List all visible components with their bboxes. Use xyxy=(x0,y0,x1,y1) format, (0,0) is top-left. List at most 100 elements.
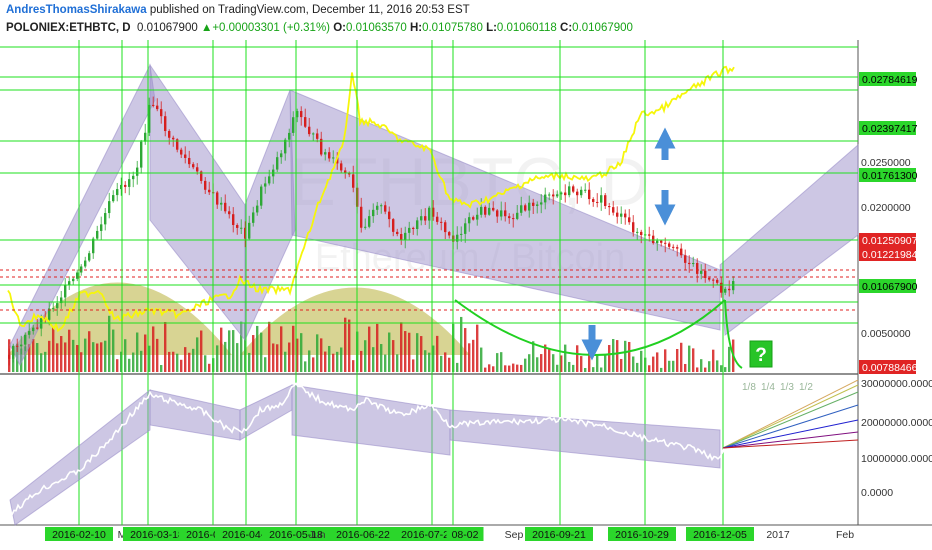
volume-bar xyxy=(600,367,603,372)
candle-body xyxy=(700,270,703,274)
date-tag xyxy=(525,527,593,541)
volume-bar xyxy=(104,340,107,372)
volume-bar xyxy=(652,356,655,372)
volume-bar xyxy=(184,347,187,372)
date-tag xyxy=(608,527,676,541)
candle-body xyxy=(16,345,19,347)
candle-body xyxy=(400,234,403,240)
volume-bar xyxy=(328,345,331,372)
candle-body xyxy=(660,240,663,243)
volume-bar xyxy=(88,331,91,372)
candle-body xyxy=(140,141,143,168)
price-level-label: 0.01221984 xyxy=(862,249,918,261)
candle-body xyxy=(508,216,511,219)
candle-body xyxy=(584,189,587,191)
fib-fan-line xyxy=(722,431,859,449)
date-label: 2016-05-18 xyxy=(269,529,323,541)
volume-bar xyxy=(360,350,363,372)
volume-bar xyxy=(44,351,47,372)
low-value: 0.01060118 xyxy=(496,22,557,34)
volume-bar xyxy=(620,358,623,372)
volume-bar xyxy=(188,352,191,372)
candle-body xyxy=(8,355,11,359)
volume-bar xyxy=(432,345,435,372)
volume-bar xyxy=(140,350,143,372)
volume-bar xyxy=(236,343,239,372)
volume-bar xyxy=(668,360,671,372)
volume-bar xyxy=(32,339,35,372)
volume-bar xyxy=(304,361,307,372)
volume-bar xyxy=(524,358,527,372)
volume-bar xyxy=(440,355,443,372)
volume-bar xyxy=(428,352,431,372)
high-value: 0.01075780 xyxy=(422,22,483,34)
volume-bar xyxy=(604,355,607,372)
candle-body xyxy=(388,211,391,220)
date-tag xyxy=(262,527,330,541)
lower-axis-label: 30000000.0000 xyxy=(861,378,932,390)
price-level-tag xyxy=(859,72,916,86)
candle-body xyxy=(712,279,715,281)
candle-body xyxy=(624,213,627,218)
date-label: 2016-03-18 xyxy=(130,529,184,541)
author-link[interactable]: AndresThomasShirakawa xyxy=(6,4,147,16)
volume-bar xyxy=(256,325,259,372)
volume-bar xyxy=(592,367,595,372)
lower-axis-label: 20000000.0000 xyxy=(861,417,932,429)
volume-bar xyxy=(500,352,503,372)
lower-index-line xyxy=(7,382,735,516)
volume-bar xyxy=(476,324,479,372)
candle-body xyxy=(716,279,719,283)
candle-body xyxy=(480,206,483,215)
candle-body xyxy=(416,220,419,230)
date-label: Sep xyxy=(505,529,524,541)
volume-bar xyxy=(136,332,139,372)
volume-bar xyxy=(204,355,207,372)
candle-body xyxy=(236,225,239,228)
candle-body xyxy=(536,204,539,206)
candle-body xyxy=(12,345,15,359)
price-level-tag xyxy=(859,168,916,182)
volume-bar xyxy=(172,351,175,372)
volume-bar xyxy=(444,352,447,372)
candle-body xyxy=(652,235,655,244)
candle-body xyxy=(500,210,503,217)
volume-bar xyxy=(276,344,279,372)
fib-fan-line xyxy=(722,391,859,449)
candle-body xyxy=(704,270,707,278)
volume-bar xyxy=(164,321,167,372)
volume-bar xyxy=(576,345,579,372)
candle-body xyxy=(216,192,219,205)
candle-body xyxy=(376,205,379,210)
candle-body xyxy=(516,212,519,219)
projection-arc xyxy=(724,299,743,369)
candle-body xyxy=(560,192,563,195)
price-chart[interactable]: ETHBTC, D Ethereum / Bitcoin 1/81/41/31/… xyxy=(0,40,932,550)
volume-bar xyxy=(160,365,163,372)
candle-body xyxy=(80,266,83,273)
candle-body xyxy=(688,262,691,265)
candle-body xyxy=(244,227,247,239)
price-level-tag xyxy=(859,247,916,261)
candle-body xyxy=(364,226,367,228)
candle-body xyxy=(456,234,459,242)
candle-body xyxy=(444,222,447,233)
volume-bar xyxy=(544,344,547,372)
candle-body xyxy=(344,170,347,173)
candle-body xyxy=(128,179,131,187)
volume-bar xyxy=(56,343,59,372)
volume-bar xyxy=(28,344,31,372)
candle-body xyxy=(600,195,603,203)
candle-body xyxy=(204,180,207,190)
volume-bar xyxy=(472,339,475,372)
candle-body xyxy=(192,164,195,168)
candle-body xyxy=(248,222,251,239)
olive-arc-2 xyxy=(240,287,470,355)
candle-body xyxy=(160,109,163,117)
candle-body xyxy=(680,248,683,256)
volume-bar xyxy=(380,344,383,372)
volume-bar xyxy=(728,346,731,372)
question-mark: ? xyxy=(755,345,767,366)
date-label: 2016-09-21 xyxy=(532,529,586,541)
fib-fan-label: 1/8 xyxy=(742,382,756,393)
